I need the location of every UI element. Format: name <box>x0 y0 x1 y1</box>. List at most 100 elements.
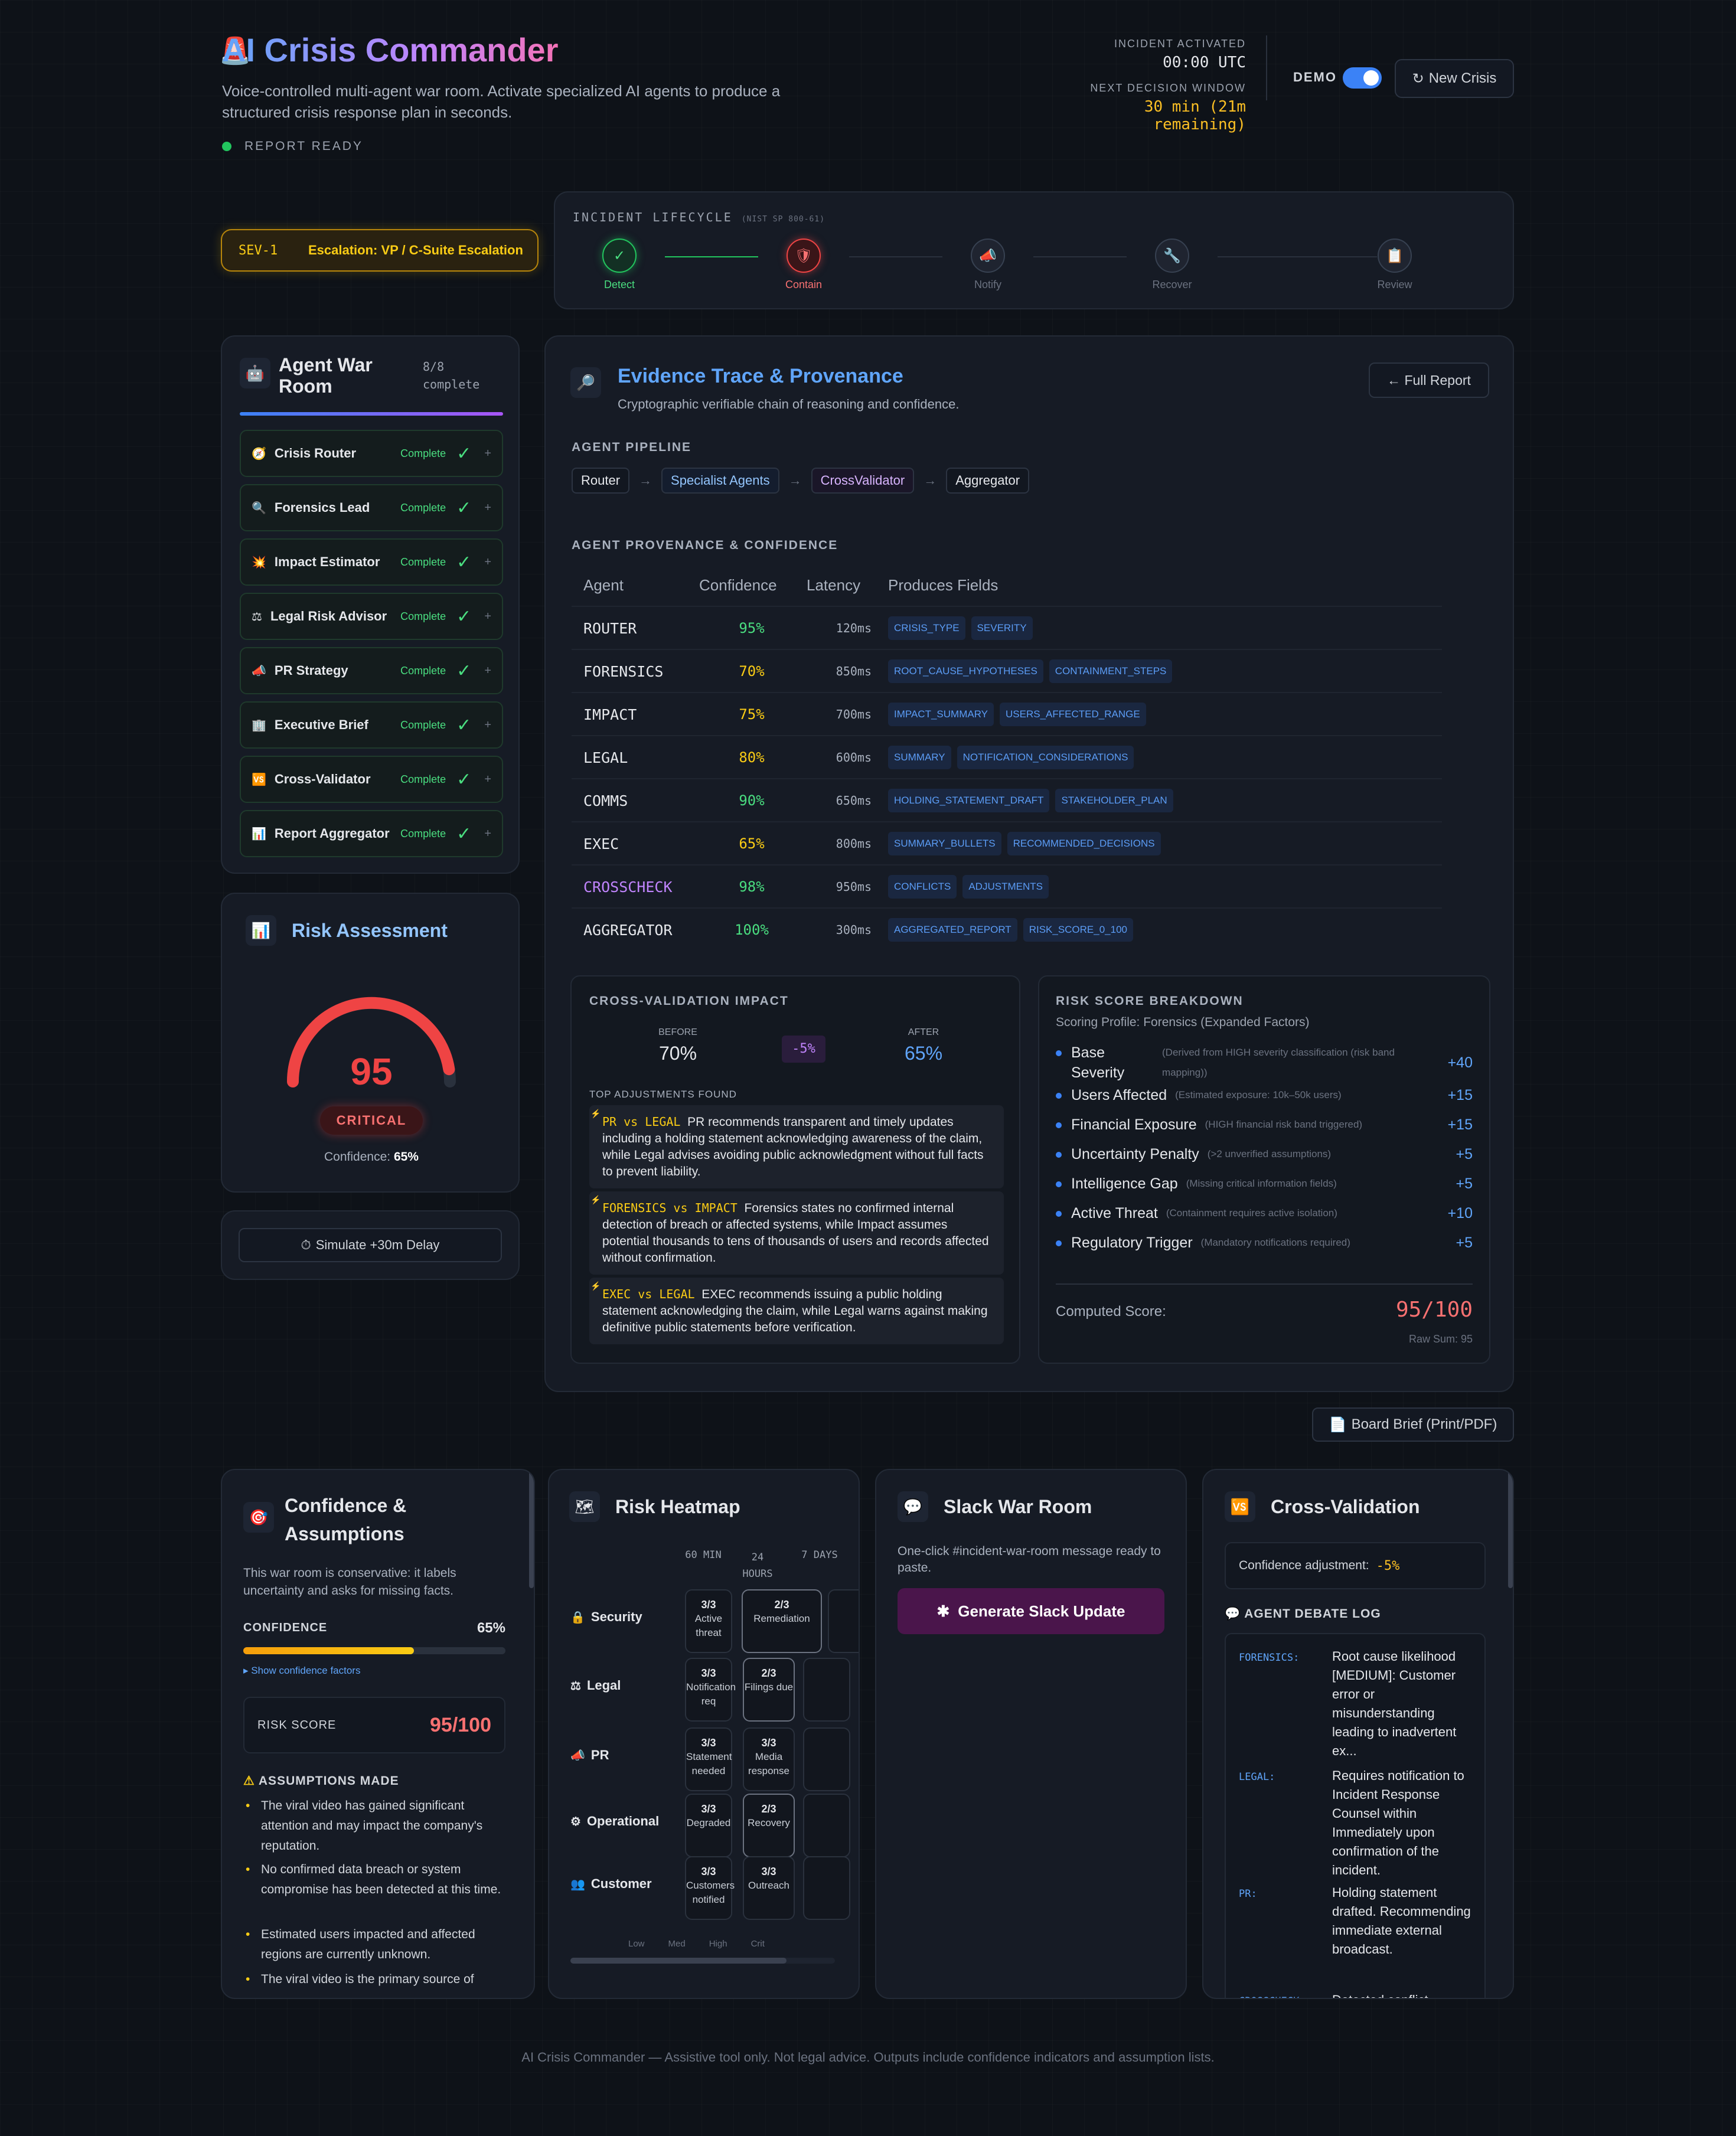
cell-score: 3/3 <box>701 1803 716 1815</box>
expand-icon[interactable]: + <box>484 827 491 840</box>
expand-icon[interactable]: + <box>484 555 491 569</box>
heatmap-cell[interactable]: 3/3 Active threat <box>685 1589 732 1653</box>
row-label: Legal <box>586 1678 621 1693</box>
breakdown-item: Uncertainty Penalty (>2 unverified assump… <box>1056 1144 1473 1164</box>
arrow-icon: → <box>788 473 802 488</box>
compare-icon: 🆚 <box>252 773 266 786</box>
assumption-item: • Estimated users impacted and affected r… <box>243 1925 507 1965</box>
incident-label: INCIDENT ACTIVATED <box>1114 38 1246 50</box>
agent-item[interactable]: ⚖ Legal Risk Advisor Complete ✓ + <box>240 593 503 640</box>
expand-icon[interactable]: + <box>484 664 491 677</box>
field-tag: NOTIFICATION_CONSIDERATIONS <box>957 746 1134 769</box>
assumption-item: • The viral video has gained significant … <box>243 1796 507 1856</box>
heatmap-cell-7d[interactable] <box>803 1658 850 1722</box>
scrollbar[interactable] <box>1508 1470 1513 1588</box>
factor-desc: (>2 unverified assumptions) <box>1207 1148 1332 1160</box>
legend-low: Low <box>628 1939 645 1949</box>
factor-value: +40 <box>1447 1054 1473 1071</box>
heatmap-cell-7d[interactable] <box>803 1794 850 1857</box>
lifecycle-connector <box>1218 256 1377 257</box>
agent-confidence: 95% <box>739 620 765 636</box>
heatmap-scrollbar[interactable] <box>570 1958 835 1964</box>
demo-toggle[interactable] <box>1343 67 1382 89</box>
field-tag: IMPACT_SUMMARY <box>888 703 994 726</box>
factor-desc: (Derived from HIGH severity classificati… <box>1162 1047 1395 1078</box>
computed-score: 95/100 <box>1395 1298 1473 1322</box>
heatmap-cell-7d[interactable] <box>803 1727 850 1791</box>
heatmap-col-60min: 60 MIN <box>685 1549 722 1561</box>
agent-fields: ROOT_CAUSE_HYPOTHESES CONTAINMENT_STEPS <box>888 659 1173 683</box>
speech-bubble-icon: 💬 <box>1225 1607 1241 1621</box>
lifecycle-step-notify[interactable]: 📣 Notify <box>949 239 1026 291</box>
agent-id: CROSSCHECK <box>583 878 673 896</box>
simulate-panel: ⏱ Simulate +30m Delay <box>221 1210 520 1280</box>
slack-desc: One-click #incident-war-room message rea… <box>898 1544 1161 1575</box>
refresh-icon: ↻ <box>1412 70 1424 87</box>
breakdown-item: Base Severity (Derived from HIGH severity… <box>1056 1043 1473 1083</box>
lightning-icon: ⚡ <box>590 1195 601 1204</box>
agent-item[interactable]: 🧭 Crisis Router Complete ✓ + <box>240 430 503 477</box>
scrollbar[interactable] <box>529 1470 534 1588</box>
agent-item[interactable]: 🆚 Cross-Validator Complete ✓ + <box>240 756 503 803</box>
evidence-title: Evidence Trace & Provenance <box>618 365 903 387</box>
expand-icon[interactable]: + <box>484 609 491 623</box>
generate-slack-button[interactable]: ✱ Generate Slack Update <box>898 1588 1164 1634</box>
new-crisis-button[interactable]: ↻ New Crisis <box>1395 59 1514 98</box>
legend-high: High <box>709 1939 727 1949</box>
full-report-button[interactable]: ← Full Report <box>1369 362 1489 398</box>
heatmap-cell[interactable]: 3/3 Media response <box>743 1727 795 1791</box>
expand-icon[interactable]: + <box>484 446 491 460</box>
heatmap-cell[interactable]: 3/3 Statement needed <box>685 1727 732 1791</box>
heatmap-cell-7d[interactable] <box>828 1589 859 1653</box>
lifecycle-step-review[interactable]: 📋 Review <box>1356 239 1433 291</box>
incident-time: 00:00 UTC <box>1163 54 1246 71</box>
agent-item[interactable]: 📣 PR Strategy Complete ✓ + <box>240 647 503 694</box>
expand-icon[interactable]: + <box>484 501 491 514</box>
bullet-icon: • <box>246 1928 250 1941</box>
field-tag: HOLDING_STATEMENT_DRAFT <box>888 789 1050 812</box>
heatmap-cell[interactable]: 2/3 Recovery <box>743 1794 795 1857</box>
robot-icon: 🤖 <box>240 358 270 388</box>
heatmap-cell[interactable]: 3/3 Customers notified <box>685 1856 735 1920</box>
status-indicator: REPORT READY <box>222 139 363 153</box>
assumption-text: The viral video is the primary source of <box>261 1972 474 1986</box>
agent-latency: 800ms <box>836 837 872 851</box>
bullet-icon <box>1056 1211 1062 1217</box>
lifecycle-step-detect[interactable]: ✓ Detect <box>581 239 658 291</box>
agent-item[interactable]: 🔍 Forensics Lead Complete ✓ + <box>240 484 503 531</box>
heatmap-cell[interactable]: 3/3 Notification req <box>685 1658 736 1722</box>
step-label: Notify <box>974 279 1001 290</box>
risk-score-breakdown: RISK SCORE BREAKDOWN Scoring Profile: Fo… <box>1038 975 1490 1364</box>
heatmap-cell[interactable]: 2/3 Filings due <box>743 1658 795 1722</box>
agent-name: Crisis Router <box>274 446 357 460</box>
check-icon: ✓ <box>456 552 472 572</box>
bullet-icon: • <box>246 1972 250 1986</box>
show-factors-link[interactable]: ▸ Show confidence factors <box>243 1665 361 1676</box>
factor-desc: (Estimated exposure: 10k–50k users) <box>1175 1089 1342 1100</box>
agent-item[interactable]: 📊 Report Aggregator Complete ✓ + <box>240 810 503 857</box>
simulate-delay-button[interactable]: ⏱ Simulate +30m Delay <box>239 1228 502 1262</box>
cross-validation: 🆚 Cross-Validation Confidence adjustment… <box>1202 1469 1514 1999</box>
assumption-item: • No confirmed data breach or system comp… <box>243 1860 507 1900</box>
lifecycle-step-contain[interactable]: 🛡 Contain <box>765 239 842 291</box>
heatmap-cell[interactable]: 3/3 Outreach <box>743 1856 795 1920</box>
compare-icon: 🆚 <box>1225 1491 1255 1522</box>
factor-name: Intelligence Gap <box>1071 1175 1178 1192</box>
heatmap-cell[interactable]: 3/3 Degraded <box>685 1794 732 1857</box>
expand-icon[interactable]: + <box>484 772 491 786</box>
breakdown-title: RISK SCORE BREAKDOWN <box>1056 994 1244 1008</box>
agent-item[interactable]: 💥 Impact Estimator Complete ✓ + <box>240 538 503 586</box>
heatmap-cell-7d[interactable] <box>803 1856 850 1920</box>
heatmap-cell[interactable]: 2/3 Remediation <box>742 1589 822 1653</box>
adjustment-text: Forensics states no confirmed internal d… <box>602 1201 989 1265</box>
agent-item[interactable]: 🏢 Executive Brief Complete ✓ + <box>240 701 503 749</box>
factor-value: +5 <box>1456 1175 1473 1192</box>
expand-icon[interactable]: + <box>484 718 491 731</box>
board-brief-button[interactable]: 📄 Board Brief (Print/PDF) <box>1312 1407 1514 1442</box>
heatmap-row-label: 🔒 Security <box>570 1609 642 1625</box>
people-icon: 👥 <box>570 1878 585 1891</box>
factor-value: +15 <box>1447 1087 1473 1103</box>
agent-latency: 600ms <box>836 750 872 765</box>
cell-score: 2/3 <box>761 1803 776 1815</box>
lifecycle-step-recover[interactable]: 🔧 Recover <box>1134 239 1210 291</box>
